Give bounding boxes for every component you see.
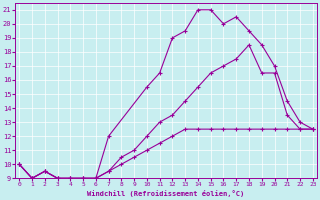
X-axis label: Windchill (Refroidissement éolien,°C): Windchill (Refroidissement éolien,°C) — [87, 190, 245, 197]
